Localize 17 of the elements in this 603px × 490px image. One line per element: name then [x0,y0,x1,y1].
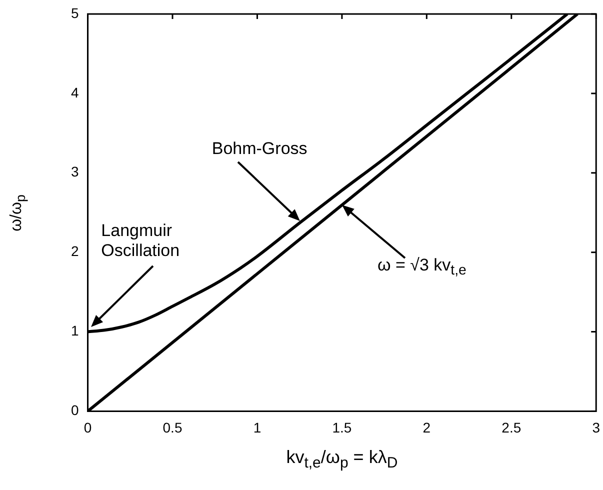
x-axis-title: kv$_{t,e}$/ω$_{p}$ = kλ$_{D}$ [286,447,398,472]
x-tick-label: 3 [592,419,600,436]
annotation: Bohm-Gross [210,138,308,159]
y-tick-label: 0 [70,402,79,418]
x-tick-label: 0 [84,419,92,436]
y-tick-label: 5 [70,4,79,21]
y-tick-label: 2 [70,243,79,260]
x-tick-label: 1 [253,419,262,436]
annotation: ω = √3 kv$_{t,e}$ [376,254,468,280]
y-tick-label: 1 [70,322,79,339]
x-tick-label: 2.5 [502,419,522,436]
y-tick-label: 3 [70,164,79,180]
x-tick-label: 1.5 [332,419,352,436]
y-tick-label: 4 [70,84,79,100]
annotation: Langmuir Oscillation [101,220,181,261]
x-tick-label: 0.5 [162,419,182,436]
x-tick-label: 2 [422,419,431,436]
